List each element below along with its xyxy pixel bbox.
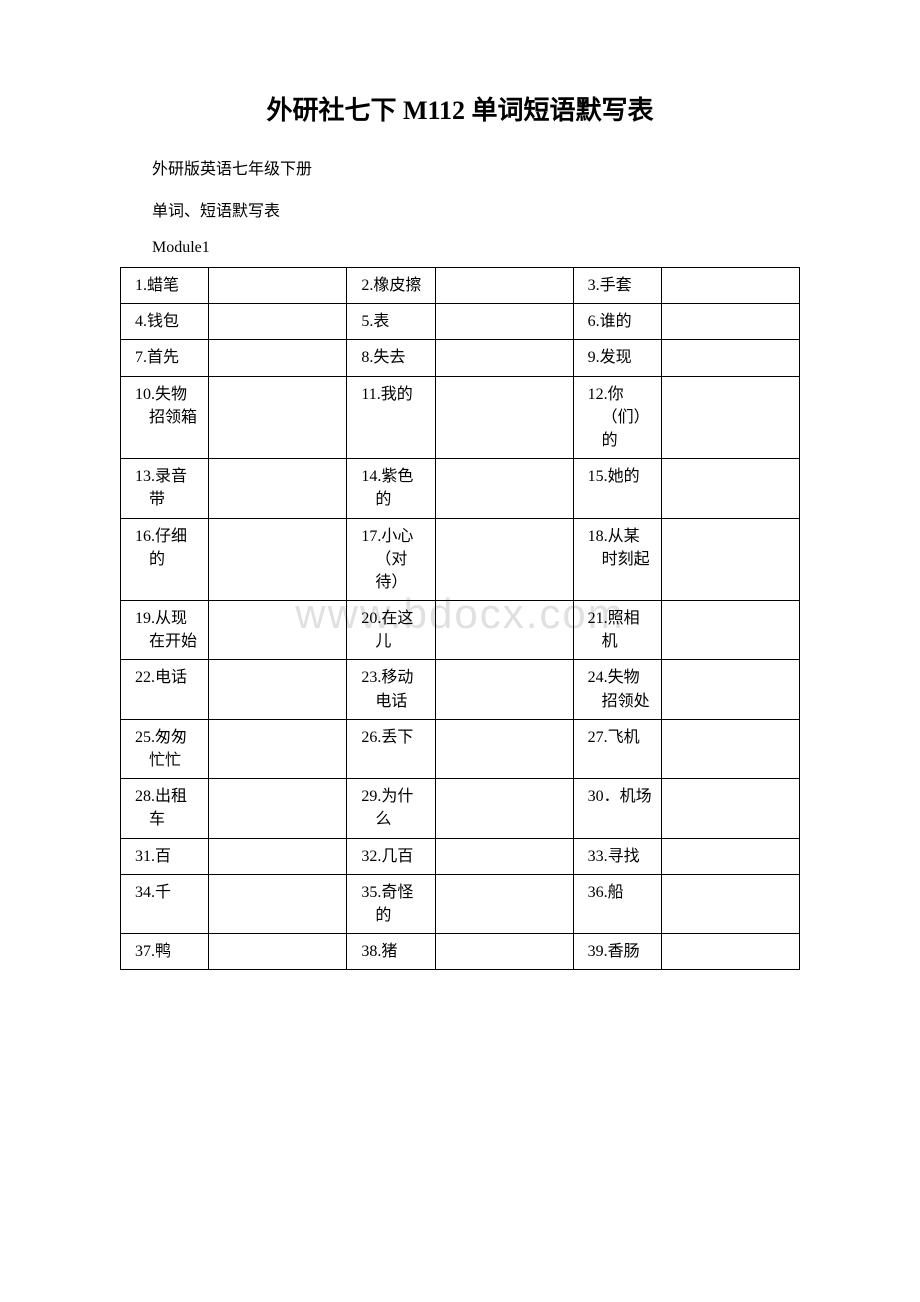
vocab-label: 27.飞机 <box>573 719 661 778</box>
vocab-label: 35.奇怪的 <box>347 874 435 933</box>
vocab-answer-blank <box>661 601 799 660</box>
vocab-answer-blank <box>661 268 799 304</box>
vocab-answer-blank <box>661 304 799 340</box>
vocab-label: 9.发现 <box>573 340 661 376</box>
vocab-label: 10.失物招领箱 <box>121 376 209 459</box>
vocab-answer-blank <box>661 340 799 376</box>
vocab-answer-blank <box>435 719 573 778</box>
vocab-label: 19.从现在开始 <box>121 601 209 660</box>
vocab-answer-blank <box>435 268 573 304</box>
vocab-label: 21.照相机 <box>573 601 661 660</box>
vocab-label: 14.紫色的 <box>347 459 435 518</box>
vocab-answer-blank <box>209 304 347 340</box>
vocab-answer-blank <box>661 838 799 874</box>
vocab-label: 17.小心（对待） <box>347 518 435 601</box>
vocab-label: 33.寻找 <box>573 838 661 874</box>
vocab-label: 38.猪 <box>347 934 435 970</box>
vocab-answer-blank <box>435 838 573 874</box>
vocab-answer-blank <box>661 874 799 933</box>
vocab-label: 1.蜡笔 <box>121 268 209 304</box>
vocab-label: 8.失去 <box>347 340 435 376</box>
table-row: 28.出租车 29.为什么 30．机场 <box>121 779 800 838</box>
vocab-answer-blank <box>209 376 347 459</box>
intro-line-2: 单词、短语默写表 <box>120 197 800 221</box>
vocab-answer-blank <box>209 459 347 518</box>
vocab-answer-blank <box>209 934 347 970</box>
table-row: 4.钱包 5.表 6.谁的 <box>121 304 800 340</box>
vocab-label: 24.失物招领处 <box>573 660 661 719</box>
table-row: 7.首先 8.失去 9.发现 <box>121 340 800 376</box>
table-row: 31.百 32.几百 33.寻找 <box>121 838 800 874</box>
vocab-label: 34.千 <box>121 874 209 933</box>
table-row: 13.录音带 14.紫色的 15.她的 <box>121 459 800 518</box>
vocab-answer-blank <box>435 340 573 376</box>
vocab-label: 32.几百 <box>347 838 435 874</box>
module-label: Module1 <box>120 239 800 257</box>
vocab-answer-blank <box>435 518 573 601</box>
vocab-answer-blank <box>435 376 573 459</box>
vocab-answer-blank <box>661 518 799 601</box>
vocab-answer-blank <box>435 601 573 660</box>
table-row: 16.仔细的 17.小心（对待） 18.从某时刻起 <box>121 518 800 601</box>
vocab-label: 31.百 <box>121 838 209 874</box>
table-row: 19.从现在开始 20.在这儿 21.照相机 <box>121 601 800 660</box>
vocab-answer-blank <box>209 719 347 778</box>
table-row: 34.千 35.奇怪的 36.船 <box>121 874 800 933</box>
vocab-answer-blank <box>661 719 799 778</box>
vocab-answer-blank <box>435 660 573 719</box>
vocab-answer-blank <box>209 518 347 601</box>
vocab-label: 28.出租车 <box>121 779 209 838</box>
vocab-label: 7.首先 <box>121 340 209 376</box>
table-row: 22.电话 23.移动电话 24.失物招领处 <box>121 660 800 719</box>
vocab-answer-blank <box>209 268 347 304</box>
vocab-answer-blank <box>209 601 347 660</box>
table-row: 1.蜡笔 2.橡皮擦 3.手套 <box>121 268 800 304</box>
vocab-answer-blank <box>661 376 799 459</box>
vocab-label: 36.船 <box>573 874 661 933</box>
vocab-label: 2.橡皮擦 <box>347 268 435 304</box>
vocab-table: 1.蜡笔2.橡皮擦3.手套4.钱包5.表6.谁的7.首先8.失去9.发现10.失… <box>120 267 800 970</box>
vocab-answer-blank <box>435 934 573 970</box>
vocab-label: 20.在这儿 <box>347 601 435 660</box>
vocab-label: 39.香肠 <box>573 934 661 970</box>
vocab-answer-blank <box>209 838 347 874</box>
vocab-label: 30．机场 <box>573 779 661 838</box>
intro-line-1: 外研版英语七年级下册 <box>120 155 800 179</box>
vocab-answer-blank <box>661 660 799 719</box>
vocab-answer-blank <box>209 874 347 933</box>
vocab-answer-blank <box>209 779 347 838</box>
table-row: 25.匆匆忙忙 26.丢下 27.飞机 <box>121 719 800 778</box>
vocab-answer-blank <box>435 459 573 518</box>
table-row: 37.鸭 38.猪 39.香肠 <box>121 934 800 970</box>
vocab-label: 13.录音带 <box>121 459 209 518</box>
vocab-label: 5.表 <box>347 304 435 340</box>
page-title: 外研社七下 M112 单词短语默写表 <box>120 90 800 127</box>
vocab-label: 26.丢下 <box>347 719 435 778</box>
vocab-label: 22.电话 <box>121 660 209 719</box>
vocab-answer-blank <box>661 779 799 838</box>
vocab-answer-blank <box>209 340 347 376</box>
vocab-answer-blank <box>435 779 573 838</box>
vocab-label: 3.手套 <box>573 268 661 304</box>
vocab-label: 12.你（们）的 <box>573 376 661 459</box>
vocab-answer-blank <box>435 874 573 933</box>
vocab-label: 25.匆匆忙忙 <box>121 719 209 778</box>
vocab-label: 15.她的 <box>573 459 661 518</box>
vocab-answer-blank <box>661 934 799 970</box>
vocab-label: 23.移动电话 <box>347 660 435 719</box>
vocab-answer-blank <box>209 660 347 719</box>
table-row: 10.失物招领箱 11.我的 12.你（们）的 <box>121 376 800 459</box>
vocab-label: 6.谁的 <box>573 304 661 340</box>
vocab-label: 29.为什么 <box>347 779 435 838</box>
vocab-label: 4.钱包 <box>121 304 209 340</box>
vocab-answer-blank <box>435 304 573 340</box>
vocab-label: 18.从某时刻起 <box>573 518 661 601</box>
vocab-answer-blank <box>661 459 799 518</box>
vocab-label: 16.仔细的 <box>121 518 209 601</box>
vocab-label: 37.鸭 <box>121 934 209 970</box>
vocab-label: 11.我的 <box>347 376 435 459</box>
